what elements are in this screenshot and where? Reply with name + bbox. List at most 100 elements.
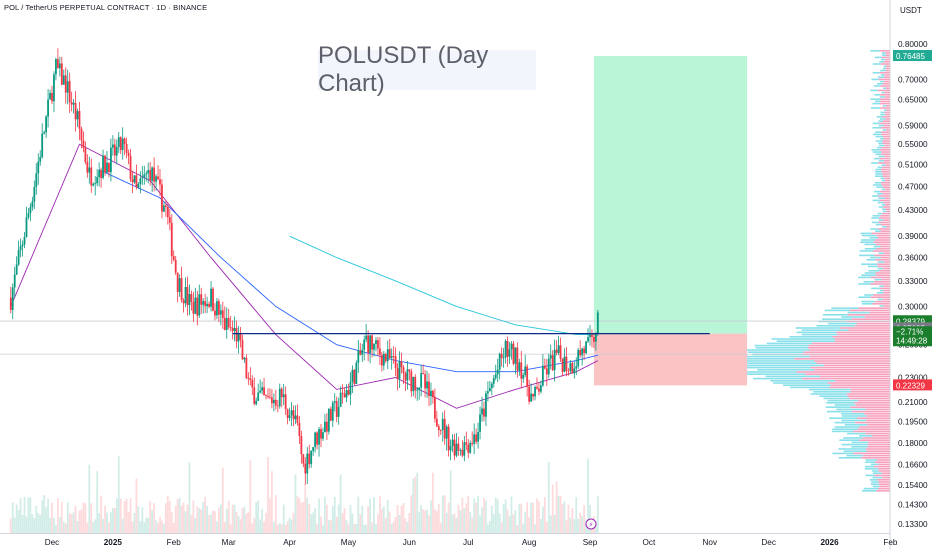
volume-profile-bar-down [850,391,890,393]
candle-body [190,294,193,302]
volume-profile-bar-up [866,259,876,261]
volume-bar [145,517,148,533]
candle-body [441,418,444,431]
volume-profile-bar-up [865,459,877,461]
volume-profile-bar-up [771,338,835,340]
candle-body [563,356,566,372]
volume-profile-bar-down [884,96,890,98]
candle-body [300,436,303,455]
volume-profile-bar-up [809,388,851,391]
candle-body [361,349,364,355]
volume-bar [312,512,315,533]
volume-profile-bar-down [885,69,890,72]
volume-bar [141,507,144,533]
y-tick-label: 0.15400 [898,481,928,490]
volume-profile-bar-up [877,298,883,301]
candle-body [84,147,87,162]
volume-profile-bar-down [885,87,890,89]
candle-body [198,294,201,316]
candle-body [432,390,434,398]
volume-profile-bar-down [878,228,890,230]
volume-profile-bar-down [879,98,890,100]
volume-bar [198,508,201,533]
price-badge-label: 0.76485 [896,52,925,61]
volume-profile-bar-up [860,241,874,243]
volume-bar [106,512,108,533]
volume-bar [278,522,281,533]
candle-body [139,178,142,185]
volume-bar [483,497,485,533]
volume-bar [587,458,589,533]
volume-profile-bar-down [864,413,890,415]
volume-profile-bar-down [884,91,890,94]
candle-body [125,143,128,153]
volume-profile-bar-up [879,80,884,83]
volume-profile-bar-down [879,122,890,125]
candle-body [384,353,387,362]
candle-body [445,426,448,439]
volume-bar [545,521,548,533]
candle-body [164,205,167,207]
volume-profile-bar-down [859,439,890,441]
volume-bar [410,495,413,533]
volume-profile-bar-down [831,384,890,386]
candle-body [247,378,250,379]
volume-bar [68,513,71,533]
volume-profile-bar-up [748,351,805,353]
volume-bar [473,498,476,533]
candle-body [363,339,366,350]
candle-body [318,429,320,445]
volume-bar [318,498,320,533]
candle-body [184,286,187,304]
volume-bar [33,518,36,533]
volume-profile-bar-down [878,195,890,197]
candle-body [74,102,77,120]
volume-bar [272,521,275,533]
volume-bar [249,460,252,533]
volume-profile-bar-up [861,234,877,237]
candle-body [443,418,446,439]
volume-bar [51,502,53,533]
volume-profile-bar-down [885,113,890,116]
x-tick-label: Nov [702,538,717,547]
volume-profile-bar-up [878,120,883,122]
candle-body [430,390,432,397]
volume-profile-bar-up [878,144,885,147]
volume-bar [547,461,550,533]
volume-profile-bar-down [884,76,890,78]
volume-bar [21,515,24,533]
volume-bar [288,517,291,533]
volume-bar [27,497,30,533]
volume-bar [72,512,75,533]
volume-profile-bar-down [863,454,890,457]
volume-profile-bar-up [865,461,875,463]
volume-bar [416,472,419,533]
candle-body [86,161,89,173]
volume-profile-bar-up [881,91,885,94]
volume-profile-bar-up [864,465,875,468]
volume-profile-bar-down [865,448,890,450]
candle-body [343,393,346,398]
x-tick-label: May [341,538,357,547]
volume-bar [524,511,527,533]
volume-bar [137,506,140,533]
volume-profile-bar-down [807,347,890,349]
volume-profile-bar-up [870,256,881,259]
volume-profile-bar-up [862,303,873,305]
candle-body [276,405,279,407]
volume-profile-bar-down [876,234,890,237]
volume-profile-bar-up [881,188,885,191]
volume-profile-bar-down [851,318,890,320]
volume-profile-bar-up [879,96,885,98]
candle-body [573,368,576,374]
volume-profile-bar-down [884,155,890,158]
volume-bar [465,503,468,533]
volume-profile-bar-up [757,369,815,371]
volume-profile-bar-up [879,61,884,63]
y-tick-label: 0.23000 [898,373,928,382]
candle-body [327,408,330,432]
candle-body [241,339,244,360]
candle-body [594,334,597,342]
volume-bar [406,522,409,533]
